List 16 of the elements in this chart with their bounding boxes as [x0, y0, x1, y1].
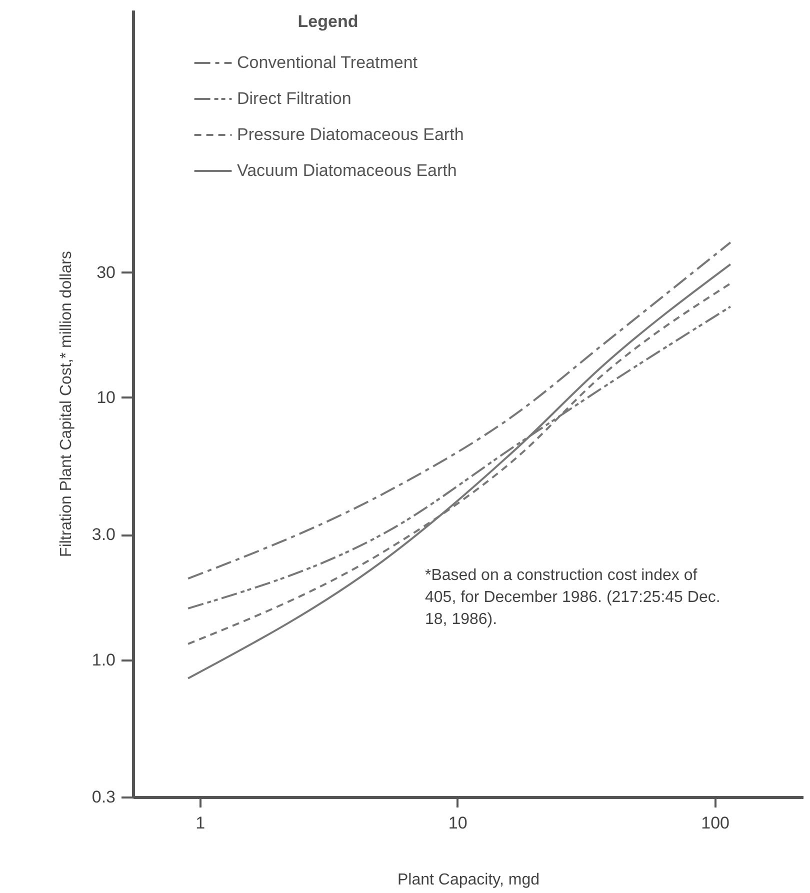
y-tick-label: 3.0: [92, 525, 116, 544]
y-tick-label: 0.3: [92, 788, 116, 806]
legend-title: Legend: [298, 12, 358, 31]
y-tick-label: 10: [96, 388, 116, 407]
legend-label: Direct Filtration: [237, 89, 352, 108]
y-tick-label: 30: [96, 262, 116, 282]
legend-label: Pressure Diatomaceous Earth: [237, 125, 464, 144]
x-tick-label: 100: [701, 814, 730, 832]
x-tick-label: 1: [196, 814, 206, 832]
y-tick-label: 1.0: [92, 650, 116, 670]
y-axis-title: Filtration Plant Capital Cost,* million dollars: [58, 251, 75, 557]
legend-label: Conventional Treatment: [237, 53, 418, 72]
x-tick-label: 10: [448, 814, 468, 832]
x-axis-title: Plant Capacity, mgd: [398, 872, 540, 888]
annotation: *Based on a construction cost index of 405, for December 1986. (217:25:45 Dec. 18, 1986).: [425, 567, 720, 628]
legend-label: Vacuum Diatomaceous Earth: [237, 161, 457, 180]
